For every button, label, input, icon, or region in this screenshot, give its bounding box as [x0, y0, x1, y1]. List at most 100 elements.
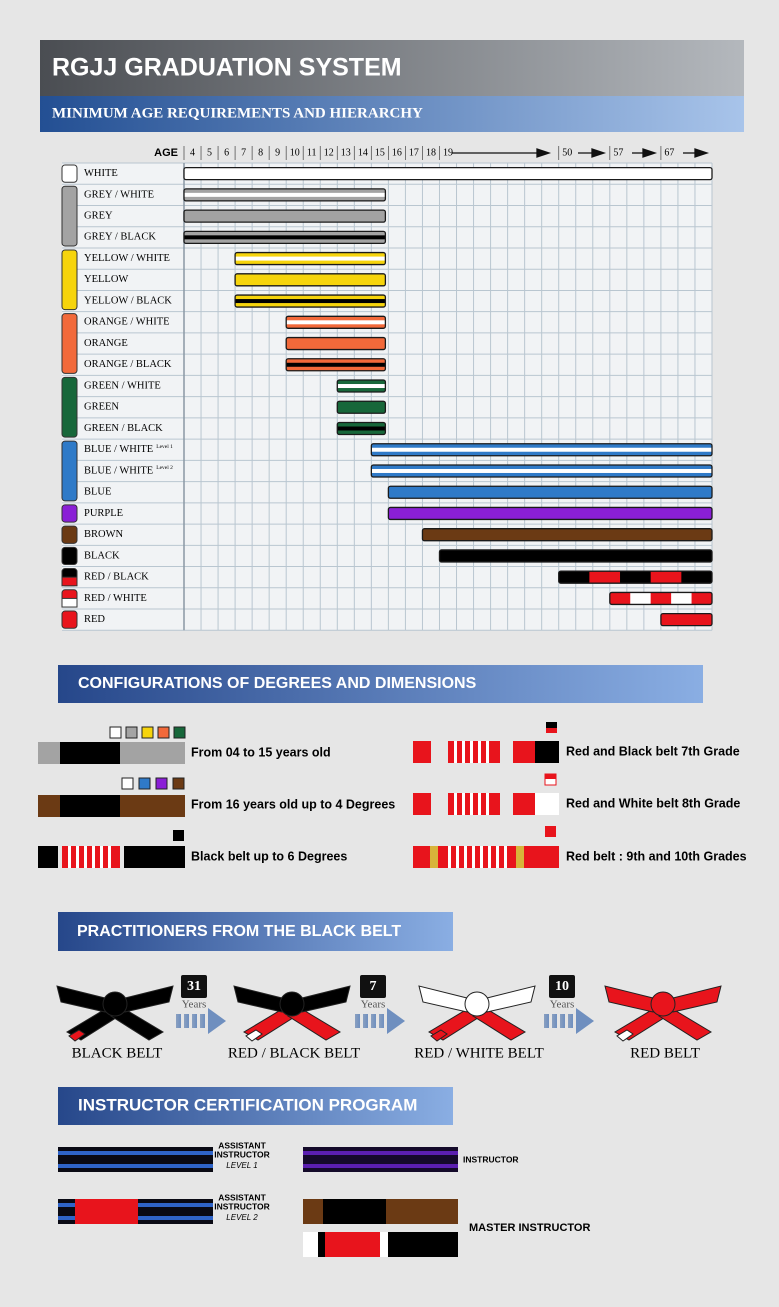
age-tick-label: 5	[207, 147, 212, 158]
instructor-label: INSTRUCTOR	[214, 1201, 270, 1211]
belt-bar	[183, 166, 713, 181]
age-tick-label: 67	[664, 147, 674, 158]
belt-stripe	[371, 447, 712, 452]
belt-bar	[336, 379, 387, 393]
years-box	[181, 975, 207, 998]
belt-outline	[336, 400, 387, 414]
belt-stripe	[337, 426, 386, 431]
belt-label: RED / BLACK	[84, 572, 149, 583]
belt-stripe	[184, 235, 386, 240]
age-tick-label: 6	[224, 147, 229, 158]
belt-body	[337, 401, 386, 414]
instructor-label: ASSISTANT	[218, 1192, 266, 1202]
belt-stripe	[286, 362, 386, 367]
belt-label: PURPLE	[84, 508, 123, 519]
age-tick-label: 16	[392, 147, 402, 158]
belt-bar	[609, 591, 713, 606]
knot-center	[650, 991, 676, 1017]
belt-stripe	[235, 256, 386, 261]
age-tick-label: 12	[324, 147, 334, 158]
group-icon	[61, 440, 78, 502]
belt-outline	[183, 188, 387, 202]
belt-bar	[234, 251, 387, 266]
age-tick-label: 14	[358, 147, 368, 158]
belt-bar	[285, 315, 387, 329]
belt-label: GREY	[84, 211, 113, 222]
belt-body	[388, 486, 712, 499]
belt-outline	[183, 166, 713, 181]
arrow-dash	[379, 1014, 384, 1028]
belt-body	[235, 273, 386, 286]
group-icon	[61, 376, 78, 438]
belt-bar	[370, 443, 713, 457]
belt-bar	[285, 336, 387, 351]
knot-part	[245, 1029, 263, 1042]
group-icon	[61, 313, 78, 374]
age-tick-label: 57	[613, 147, 623, 158]
subtitle: MINIMUM AGE REQUIREMENTS AND HIERARCHY	[52, 105, 423, 121]
age-arrows	[452, 148, 710, 158]
belt-bar	[234, 294, 387, 308]
knot-part	[301, 985, 351, 1013]
arrow-dash	[568, 1014, 573, 1028]
belt-label: RED	[84, 614, 105, 625]
knot-center	[102, 991, 128, 1017]
belt-name: BLACK BELT	[72, 1045, 163, 1061]
belt-label: ORANGE / BLACK	[84, 359, 172, 370]
section-banner	[58, 665, 703, 703]
belt-label: GREEN / BLACK	[84, 423, 163, 434]
knot-part	[616, 1029, 634, 1042]
config-label: Red and Black belt 7th Grade	[566, 744, 740, 758]
instructor-level: LEVEL 2	[226, 1213, 258, 1222]
instructor-label: ASSISTANT	[218, 1140, 266, 1150]
belt-bar	[421, 528, 713, 542]
knot-part	[124, 985, 174, 1013]
belt-block	[589, 571, 621, 584]
section-banner	[58, 1087, 453, 1125]
belt-name: RED / BLACK BELT	[228, 1045, 360, 1061]
belt-stripe	[235, 299, 386, 304]
belt-body	[286, 337, 386, 350]
age-tick-label: 19	[443, 147, 453, 158]
belt-outline	[387, 506, 713, 521]
config-label: From 16 years old up to 4 Degrees	[191, 797, 395, 811]
knot-part	[233, 985, 283, 1013]
arrow-head	[208, 1008, 226, 1034]
age-tick-label: 10	[290, 147, 300, 158]
belt-bar	[336, 400, 387, 414]
belt-block	[671, 592, 692, 605]
belt-label: GREY / BLACK	[84, 232, 156, 243]
config-label: Red belt : 9th and 10th Grades	[566, 849, 747, 863]
instructor-label: INSTRUCTOR	[463, 1154, 519, 1164]
header-band	[40, 40, 744, 96]
belt-body	[422, 528, 712, 541]
years-unit: Years	[182, 999, 207, 1011]
arrow-dash	[200, 1014, 205, 1028]
years-number: 7	[370, 979, 377, 994]
age-tick-label: 17	[409, 147, 419, 158]
section-title: INSTRUCTOR CERTIFICATION PROGRAM	[78, 1095, 417, 1114]
belt-bar	[438, 549, 713, 563]
belt-level: Level 1	[156, 444, 173, 450]
age-tick-label: 11	[307, 147, 317, 158]
belt-stripe	[184, 192, 386, 197]
belt-label: YELLOW / WHITE	[84, 253, 170, 264]
belt-label: YELLOW	[84, 274, 128, 285]
belt-stripe	[371, 468, 712, 473]
belt-label: BROWN	[84, 529, 124, 540]
arrow-dash	[552, 1014, 557, 1028]
belt-outline	[183, 209, 387, 223]
belt-outline	[336, 379, 387, 393]
age-tick-label: 7	[241, 147, 246, 158]
knot-part	[604, 985, 654, 1013]
group-icon	[61, 610, 78, 629]
belt-body	[184, 167, 712, 180]
config-belts	[38, 722, 559, 868]
belt-label: GREY / WHITE	[84, 189, 154, 200]
instructor-label: MASTER INSTRUCTOR	[469, 1222, 590, 1234]
age-tick-label: 50	[562, 147, 572, 158]
belt-body	[388, 507, 712, 520]
config-label: Red and White belt 8th Grade	[566, 796, 740, 810]
instructor-belts	[58, 1147, 458, 1257]
arrow-head	[387, 1008, 405, 1034]
